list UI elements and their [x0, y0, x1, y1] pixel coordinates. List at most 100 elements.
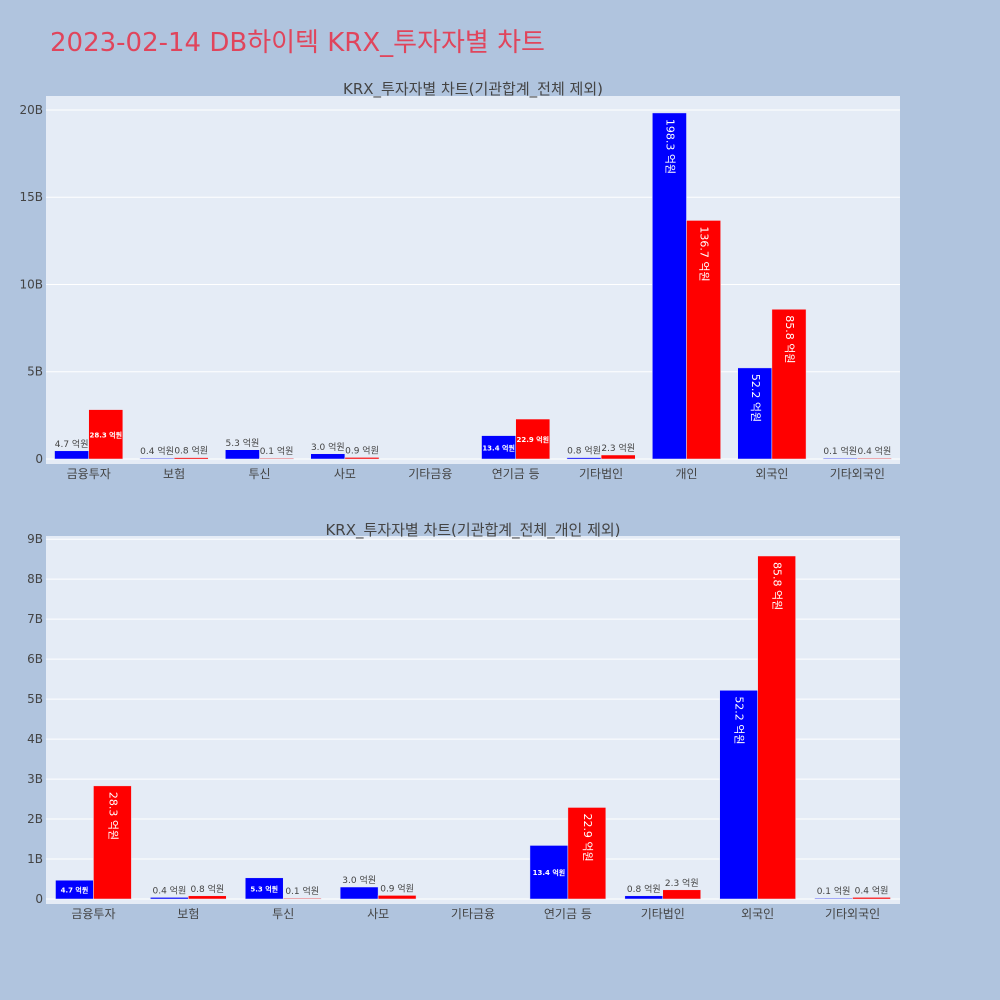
y-tick-label: 5B: [27, 692, 43, 706]
data-label: 198.3 억원: [663, 119, 676, 174]
x-tick-label: 금융투자: [67, 467, 111, 481]
data-label: 0.9 억원: [345, 444, 379, 456]
bar-b: [88, 409, 124, 460]
bar-a: [719, 690, 758, 900]
bar-b: [188, 895, 227, 900]
x-tick-label: 투신: [272, 907, 294, 921]
y-tick-label: 7B: [27, 612, 43, 626]
y-tick-label: 2B: [27, 812, 43, 826]
data-label: 0.4 억원: [140, 445, 174, 457]
data-label: 13.4 억원: [482, 443, 515, 452]
x-tick-label: 연기금 등: [492, 467, 540, 481]
bar-b: [757, 555, 796, 900]
data-label: 5.3 억원: [226, 437, 260, 449]
data-label: 0.1 억원: [260, 445, 294, 457]
y-tick-label: 15B: [19, 190, 43, 204]
bar-a: [737, 367, 773, 460]
y-tick-label: 0: [35, 452, 43, 466]
data-label: 52.2 억원: [749, 374, 762, 422]
data-label: 0.1 억원: [285, 885, 319, 897]
bar-a: [54, 450, 89, 460]
data-label: 0.1 억원: [823, 445, 857, 457]
data-label: 85.8 억원: [771, 562, 784, 610]
bar-b: [259, 457, 294, 460]
x-tick-label: 외국인: [755, 467, 788, 481]
chart-title-0: KRX_투자자별 차트(기관합계_전체 제외): [343, 80, 603, 99]
data-label: 85.8 억원: [783, 315, 796, 363]
page-title: 2023-02-14 DB하이텍 KRX_투자자별 차트: [50, 28, 545, 58]
x-tick-label: 기타금융: [451, 907, 495, 921]
bar-a: [822, 457, 858, 460]
y-tick-label: 5B: [27, 365, 43, 379]
y-tick-label: 6B: [27, 652, 43, 666]
data-label: 0.8 억원: [627, 883, 661, 895]
bar-b: [857, 457, 892, 460]
bar-a: [139, 457, 175, 460]
bar-a: [529, 845, 569, 900]
chart-title-1: KRX_투자자별 차트(기관합계_전체_개인 제외): [325, 521, 620, 540]
data-label: 5.3 억원: [250, 884, 278, 893]
bar-b: [852, 897, 891, 900]
y-tick-label: 20B: [19, 103, 43, 117]
data-label: 136.7 억원: [698, 226, 711, 281]
bar-b: [686, 220, 721, 460]
x-tick-label: 기타외국인: [825, 907, 880, 921]
y-tick-label: 4B: [27, 732, 43, 746]
data-label: 22.9 억원: [516, 435, 549, 444]
y-tick-label: 0: [35, 892, 43, 906]
bar-a: [814, 897, 853, 900]
y-tick-label: 8B: [27, 572, 43, 586]
bar-b: [377, 895, 417, 900]
data-label: 0.4 억원: [855, 884, 889, 896]
bar-b: [662, 889, 701, 900]
data-label: 0.8 억원: [174, 445, 208, 457]
data-label: 0.1 억원: [817, 885, 851, 897]
x-tick-label: 사모: [367, 907, 389, 921]
x-tick-label: 보험: [163, 467, 185, 481]
bar-a: [339, 886, 379, 900]
x-tick-label: 외국인: [741, 907, 774, 921]
bar-b: [282, 897, 322, 900]
x-tick-label: 기타외국인: [830, 467, 885, 481]
data-label: 0.9 억원: [380, 882, 414, 894]
data-label: 28.3 억원: [106, 792, 119, 840]
data-label: 28.3 억원: [89, 430, 122, 439]
data-label: 0.8 억원: [190, 883, 224, 895]
x-tick-label: 기타금융: [408, 467, 452, 481]
data-label: 0.8 억원: [567, 445, 601, 457]
data-label: 0.4 억원: [152, 884, 186, 896]
x-tick-label: 기타법인: [641, 907, 685, 921]
bar-a: [624, 895, 664, 900]
y-tick-label: 1B: [27, 852, 43, 866]
x-tick-label: 투신: [248, 467, 270, 481]
bar-b: [93, 785, 132, 900]
bar-b: [771, 309, 807, 460]
bar-a: [225, 449, 260, 460]
y-tick-label: 10B: [19, 277, 43, 291]
y-tick-label: 9B: [27, 532, 43, 546]
bar-a: [310, 453, 346, 460]
data-label: 3.0 억원: [311, 441, 345, 453]
bar-b: [567, 807, 607, 900]
bar-b: [515, 418, 551, 460]
y-tick-label: 3B: [27, 772, 43, 786]
data-label: 0.4 억원: [858, 445, 892, 457]
data-label: 4.7 억원: [61, 886, 89, 895]
x-tick-label: 사모: [334, 467, 356, 481]
data-label: 3.0 억원: [342, 874, 376, 886]
x-tick-label: 금융투자: [71, 907, 115, 921]
bar-a: [652, 112, 687, 460]
x-tick-label: 보험: [177, 907, 199, 921]
bar-a: [566, 457, 602, 460]
bar-b: [344, 457, 380, 460]
x-tick-label: 연기금 등: [544, 907, 592, 921]
data-label: 2.3 억원: [665, 877, 699, 889]
bar-a: [150, 897, 189, 900]
bar-b: [600, 454, 636, 460]
data-label: 22.9 억원: [581, 813, 594, 861]
data-label: 2.3 억원: [601, 442, 635, 454]
data-label: 52.2 억원: [733, 696, 746, 744]
x-tick-label: 기타법인: [579, 467, 623, 481]
bar-a: [245, 877, 284, 900]
